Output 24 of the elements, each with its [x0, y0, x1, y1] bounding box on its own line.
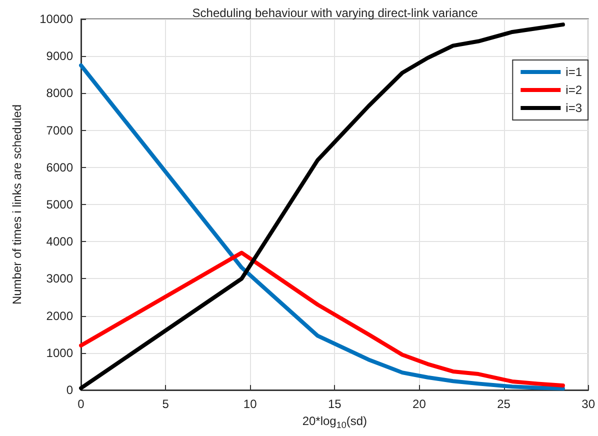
y-tick-label: 4000	[46, 234, 74, 249]
chart-title: Scheduling behaviour with varying direct-link variance	[192, 6, 478, 20]
y-tick-label: 6000	[46, 160, 74, 174]
line-series	[79, 250, 565, 388]
x-tick-label: 20	[412, 397, 426, 411]
x-tick-label: 30	[582, 397, 596, 411]
x-tick-label: 10	[243, 397, 258, 411]
y-tick-label: 5000	[46, 198, 74, 212]
x-tick-label: 5	[162, 397, 170, 411]
x-tick-label: 25	[497, 397, 511, 411]
x-tick-label: 15	[328, 397, 342, 411]
legend-label: i=2	[566, 83, 582, 97]
x-tick-label: 0	[78, 397, 85, 411]
y-tick-label: 9000	[46, 49, 74, 64]
y-tick-label: 8000	[46, 86, 74, 100]
y-tick-label: 1000	[46, 346, 74, 360]
legend-label: i=1	[566, 65, 582, 79]
y-tick-label: 10000	[40, 12, 74, 26]
y-tick-label: 2000	[46, 308, 74, 323]
legend-label: i=3	[566, 101, 582, 115]
y-tick-label: 7000	[46, 123, 74, 138]
y-tick-label: 0	[66, 383, 74, 397]
y-tick-label: 3000	[46, 272, 74, 286]
y-axis-title: Number of times i links are scheduled	[10, 104, 24, 305]
